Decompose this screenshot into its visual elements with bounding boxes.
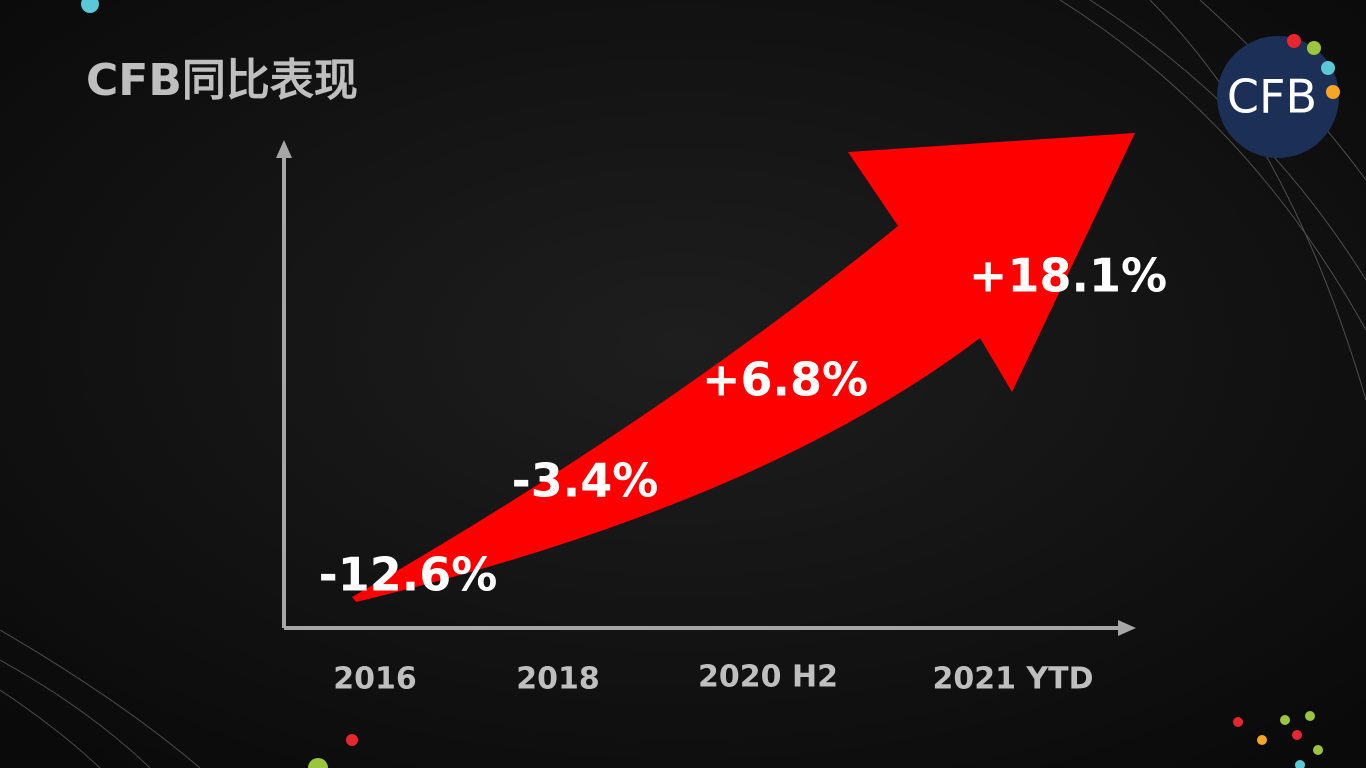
logo: CFB bbox=[1217, 34, 1340, 158]
period-label: 2021 YTD bbox=[932, 662, 1093, 697]
title: CFB同比表现 bbox=[86, 55, 358, 106]
decor-dots bbox=[81, 0, 1323, 768]
period-label: 2020 H2 bbox=[698, 660, 838, 695]
period-label: 2016 bbox=[333, 662, 417, 697]
change-label: +6.8% bbox=[702, 353, 868, 407]
logo-text: CFB bbox=[1227, 70, 1317, 124]
change-label: +18.1% bbox=[969, 249, 1167, 303]
change-label: -12.6% bbox=[319, 548, 498, 602]
period-label: 2018 bbox=[516, 662, 600, 697]
axes bbox=[276, 140, 1136, 636]
trend-arrow bbox=[352, 133, 1135, 602]
change-label: -3.4% bbox=[512, 454, 659, 508]
logo-circle bbox=[1217, 36, 1339, 158]
